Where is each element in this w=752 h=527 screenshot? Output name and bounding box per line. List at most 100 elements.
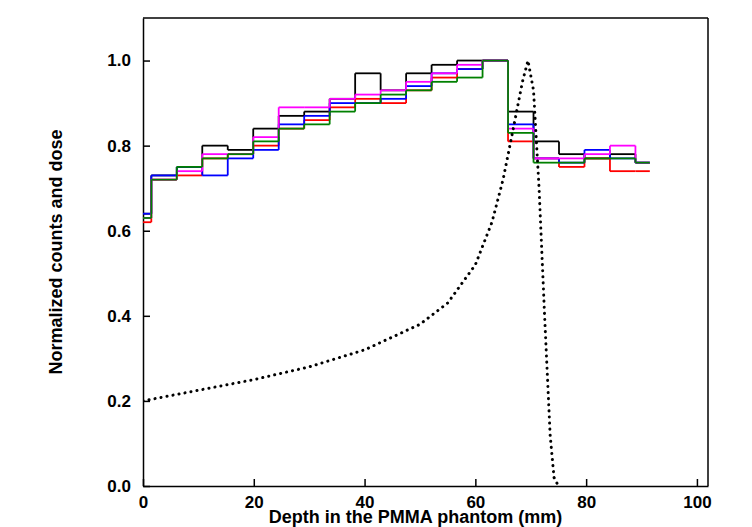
histogram-step: [177, 170, 202, 172]
histogram-riser: [150, 180, 152, 223]
histogram-riser: [609, 146, 611, 155]
histogram-riser: [456, 65, 458, 74]
histogram-step: [457, 64, 482, 66]
histogram-step: [559, 157, 584, 159]
histogram-step: [330, 98, 355, 100]
series: [143, 61, 558, 486]
histogram-step: [610, 170, 635, 172]
histogram-step: [584, 157, 609, 159]
histogram-step: [635, 162, 649, 164]
histogram-step: [202, 157, 227, 159]
histogram-step: [584, 157, 609, 159]
x-tick: 80: [577, 479, 596, 512]
histogram-riser: [431, 82, 433, 91]
histogram-riser: [584, 158, 586, 167]
histogram-step: [330, 102, 355, 104]
y-tick-label: 0.6: [107, 222, 131, 241]
histogram-step: [177, 175, 202, 177]
histogram-step: [610, 157, 635, 159]
histogram-step: [508, 123, 533, 125]
histogram-riser: [380, 73, 382, 90]
x-tick-mark: [254, 479, 256, 486]
histogram-step: [381, 94, 406, 96]
histogram-step: [432, 72, 457, 74]
histogram-step: [330, 111, 355, 113]
series: [143, 61, 650, 214]
histogram-riser: [609, 158, 611, 171]
histogram-step: [381, 89, 406, 91]
histogram-step: [330, 106, 355, 108]
histogram-riser: [533, 133, 535, 163]
histogram-riser: [201, 158, 203, 167]
histogram-riser: [380, 95, 382, 104]
histogram-step: [202, 153, 227, 155]
histogram-step: [635, 162, 649, 164]
histogram-step: [559, 162, 584, 164]
y-tick: 1.0: [107, 51, 150, 70]
series: [143, 61, 650, 218]
histogram-step: [355, 72, 380, 74]
histogram-riser: [354, 103, 356, 112]
series: [143, 61, 650, 218]
y-tick-label: 0.2: [107, 392, 131, 411]
histogram-step: [151, 179, 176, 181]
x-tick-mark: [364, 479, 366, 486]
histogram-step: [151, 179, 176, 181]
histogram-riser: [507, 61, 509, 133]
x-tick-mark: [697, 479, 699, 486]
x-axis-title: Depth in the PMMA phantom (mm): [269, 507, 562, 527]
histogram-step: [457, 77, 482, 79]
y-tick-mark: [143, 486, 150, 488]
histogram-step: [406, 85, 431, 87]
histogram-step: [381, 89, 406, 91]
histogram-step: [584, 153, 609, 155]
histogram-step: [534, 157, 559, 159]
histogram-riser: [201, 154, 203, 171]
histogram-riser: [227, 158, 229, 175]
series: [143, 61, 650, 214]
histogram-step: [584, 149, 609, 151]
histogram-step: [559, 153, 584, 155]
histogram-step: [228, 153, 253, 155]
y-axis: 0.0 0.2 0.4 0.6 0.8 1.0: [107, 19, 150, 496]
histogram-step: [177, 166, 202, 168]
y-tick-mark: [143, 230, 150, 232]
histogram-riser: [278, 129, 280, 142]
histogram-step: [483, 60, 508, 62]
histogram-riser: [431, 73, 433, 82]
histogram-step: [143, 217, 151, 219]
histogram-step: [304, 119, 329, 121]
x-tick-label: 80: [577, 493, 596, 512]
histogram-riser: [405, 82, 407, 91]
histogram-step: [534, 157, 559, 159]
histogram-step: [304, 111, 329, 113]
histogram-step: [279, 128, 304, 130]
x-axis-line: [144, 486, 709, 488]
histogram-step: [559, 166, 584, 168]
histogram-riser: [252, 137, 254, 154]
histogram-step: [143, 213, 151, 215]
histogram-step: [253, 140, 278, 142]
histogram-step: [457, 68, 482, 70]
histogram-step: [508, 111, 533, 113]
histogram-step: [406, 89, 431, 91]
histogram-step: [279, 128, 304, 130]
histogram-riser: [507, 61, 509, 142]
y-tick: 0.4: [107, 307, 150, 326]
histogram-step: [228, 153, 253, 155]
histogram-step: [151, 175, 176, 177]
histogram-riser: [329, 112, 331, 125]
histogram-step: [355, 98, 380, 100]
histogram-step: [304, 106, 329, 108]
histogram-step: [330, 98, 355, 100]
histogram-step: [483, 60, 508, 62]
histogram-riser: [482, 61, 484, 78]
x-tick-label: 0: [139, 493, 148, 512]
histogram-step: [610, 153, 635, 155]
histogram-step: [432, 64, 457, 66]
histogram-step: [143, 213, 151, 215]
histogram-step: [610, 157, 635, 159]
y-tick-label: 0.8: [107, 137, 131, 156]
histogram-step: [534, 157, 559, 159]
y-tick-label: 0.0: [107, 477, 131, 496]
